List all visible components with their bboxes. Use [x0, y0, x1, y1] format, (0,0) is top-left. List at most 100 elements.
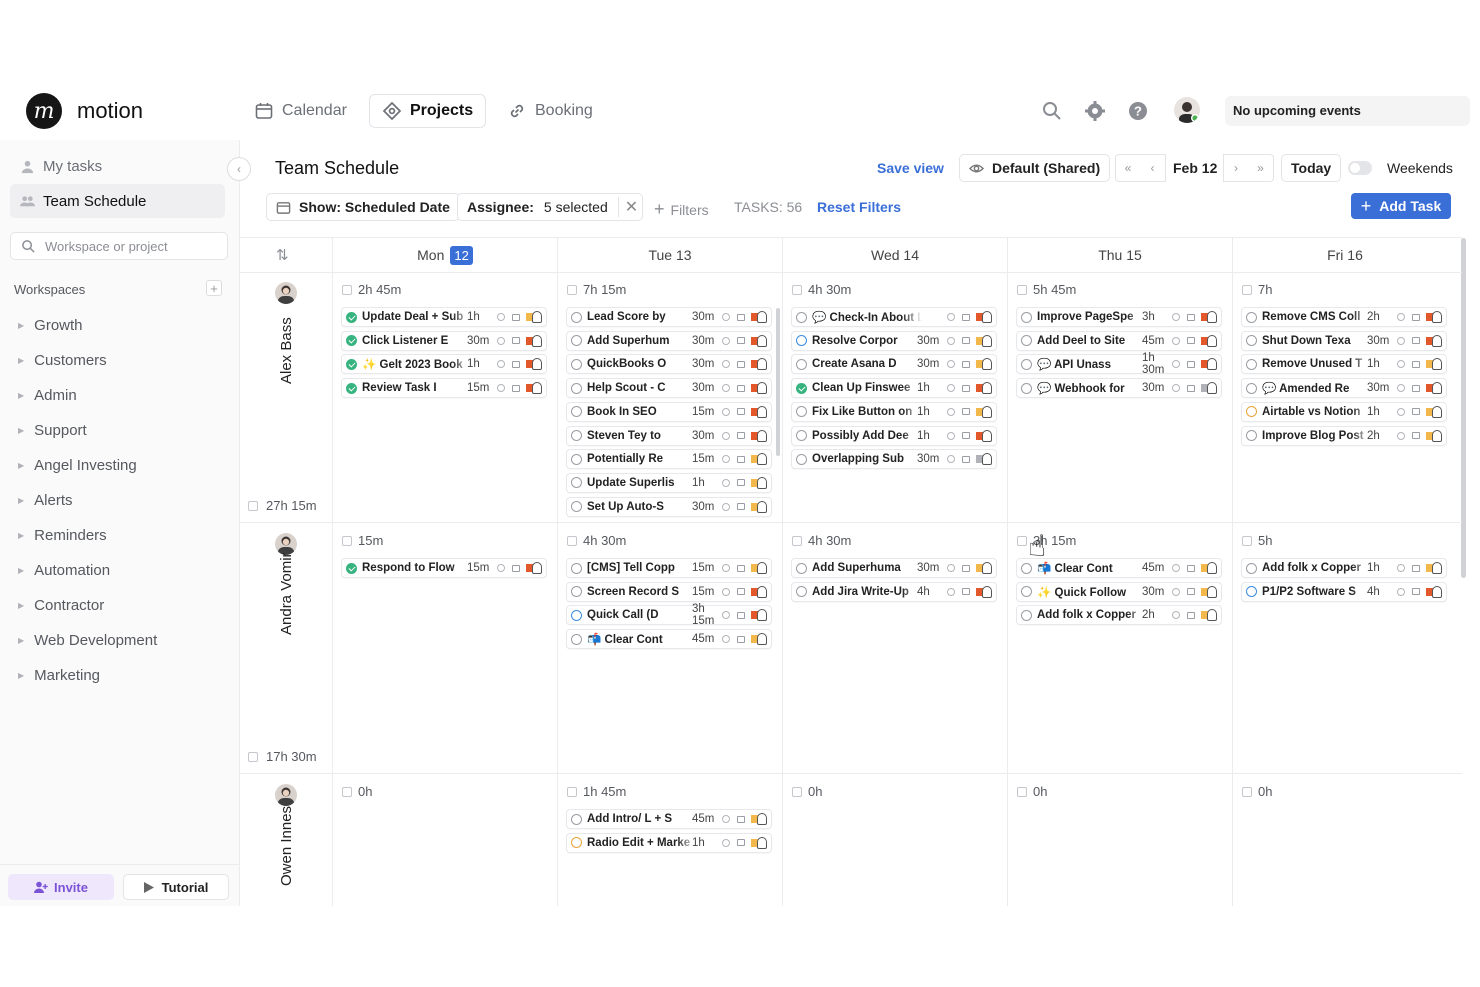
task-card[interactable]: Respond to Flow 15m: [341, 558, 547, 578]
task-card[interactable]: Help Scout - C 30m: [566, 378, 772, 399]
task-status-icon[interactable]: [1246, 562, 1257, 574]
task-status-icon[interactable]: [796, 562, 807, 574]
workspace-item[interactable]: ▶ Angel Investing: [18, 457, 137, 474]
workspace-item[interactable]: ▶ Support: [18, 422, 87, 439]
task-card[interactable]: 📬 Clear Cont 45m: [1016, 558, 1222, 578]
task-status-icon[interactable]: [796, 358, 807, 370]
view-selector[interactable]: Default (Shared): [959, 154, 1111, 182]
task-status-icon[interactable]: [796, 382, 807, 394]
task-card[interactable]: Possibly Add Dee 1h: [791, 425, 997, 446]
task-card[interactable]: Add Superhum 30m: [566, 330, 772, 351]
task-status-icon[interactable]: [1246, 358, 1257, 370]
task-card[interactable]: Remove CMS Coll 2h: [1241, 307, 1447, 327]
next-week-double-chevron-icon[interactable]: »: [1248, 154, 1274, 182]
task-status-icon[interactable]: [346, 358, 357, 370]
task-status-icon[interactable]: [1021, 609, 1032, 621]
expand-triangle-icon[interactable]: ▶: [18, 461, 25, 470]
task-status-icon[interactable]: [571, 382, 582, 394]
save-view-link[interactable]: Save view: [877, 160, 944, 176]
invite-button[interactable]: Invite: [8, 874, 114, 900]
task-card[interactable]: Overlapping Sub 30m: [791, 449, 997, 470]
task-card[interactable]: [CMS] Tell Copp 15m: [566, 558, 772, 578]
task-status-icon[interactable]: [1021, 562, 1032, 574]
sidebar-item-my-tasks[interactable]: My tasks: [10, 149, 225, 183]
task-status-icon[interactable]: [571, 813, 582, 825]
task-status-icon[interactable]: [571, 586, 582, 598]
task-card[interactable]: Screen Record S 15m: [566, 581, 772, 602]
task-status-icon[interactable]: [796, 430, 807, 441]
show-date-selector[interactable]: Show: Scheduled Date: [266, 193, 460, 221]
workspace-item[interactable]: ▶ Web Development: [18, 632, 157, 649]
reset-filters-link[interactable]: Reset Filters: [817, 199, 902, 215]
assignee-filter[interactable]: Assignee: 5 selected ✕: [457, 193, 644, 221]
task-status-icon[interactable]: [1021, 586, 1032, 598]
workspace-item[interactable]: ▶ Marketing: [18, 667, 100, 684]
expand-triangle-icon[interactable]: ▶: [18, 601, 25, 610]
sidebar-item-team-schedule[interactable]: Team Schedule: [10, 184, 225, 218]
tutorial-button[interactable]: Tutorial: [123, 874, 229, 900]
task-status-icon[interactable]: [571, 358, 582, 370]
expand-triangle-icon[interactable]: ▶: [18, 356, 25, 365]
task-card[interactable]: Steven Tey to 30m: [566, 425, 772, 446]
workspace-item[interactable]: ▶ Reminders: [18, 527, 107, 544]
collapse-sidebar-chevron-left-icon[interactable]: ‹: [227, 157, 251, 181]
column-scrollbar[interactable]: [776, 308, 780, 456]
task-status-icon[interactable]: [571, 837, 582, 849]
task-card[interactable]: Update Superlis 1h: [566, 472, 772, 493]
task-status-icon[interactable]: [571, 406, 582, 418]
motion-logo-icon[interactable]: m: [26, 93, 62, 129]
today-button[interactable]: Today: [1281, 154, 1342, 182]
expand-triangle-icon[interactable]: ▶: [18, 636, 25, 645]
task-status-icon[interactable]: [1021, 382, 1032, 394]
task-card[interactable]: 💬 API Unass 1h 30m: [1016, 352, 1222, 376]
workspace-item[interactable]: ▶ Customers: [18, 352, 107, 369]
expand-triangle-icon[interactable]: ▶: [18, 671, 25, 680]
task-card[interactable]: Update Deal + Sub 1h: [341, 307, 547, 327]
task-card[interactable]: Improve Blog Post 2h: [1241, 425, 1447, 446]
help-icon[interactable]: ?: [1127, 100, 1149, 122]
vertical-scrollbar[interactable]: [1461, 238, 1466, 578]
task-card[interactable]: 💬 Webhook for 30m: [1016, 378, 1222, 399]
weekends-toggle[interactable]: [1348, 161, 1372, 175]
nav-booking[interactable]: Booking: [495, 94, 605, 128]
task-card[interactable]: P1/P2 Software S 4h: [1241, 581, 1447, 602]
task-status-icon[interactable]: [571, 501, 582, 513]
expand-triangle-icon[interactable]: ▶: [18, 496, 25, 505]
task-status-icon[interactable]: [346, 562, 357, 574]
nav-projects[interactable]: Projects: [369, 94, 487, 128]
task-card[interactable]: Book In SEO 15m: [566, 401, 772, 422]
filters-button[interactable]: + Filters: [654, 199, 709, 220]
task-card[interactable]: Potentially Re 15m: [566, 449, 772, 470]
next-day-chevron-icon[interactable]: ›: [1223, 154, 1249, 182]
task-card[interactable]: Remove Unused T 1h: [1241, 354, 1447, 375]
gear-icon[interactable]: [1084, 100, 1106, 122]
task-card[interactable]: Improve PageSpe 3h: [1016, 307, 1222, 327]
task-status-icon[interactable]: [1246, 335, 1257, 347]
task-status-icon[interactable]: [1246, 311, 1257, 323]
workspace-item[interactable]: ▶ Automation: [18, 562, 110, 579]
task-status-icon[interactable]: [796, 335, 807, 347]
task-card[interactable]: ✨ Gelt 2023 Book 1h: [341, 354, 547, 375]
expand-triangle-icon[interactable]: ▶: [18, 391, 25, 400]
user-avatar[interactable]: [1174, 97, 1200, 123]
task-card[interactable]: Fix Like Button on 1h: [791, 401, 997, 422]
task-status-icon[interactable]: [571, 453, 582, 465]
sort-icon[interactable]: ⇅: [276, 247, 289, 264]
task-card[interactable]: Set Up Auto-S 30m: [566, 496, 772, 517]
task-card[interactable]: Add Jira Write-Up 4h: [791, 581, 997, 602]
task-card[interactable]: Clean Up Finswee 1h: [791, 378, 997, 399]
task-card[interactable]: Resolve Corpor 30m: [791, 330, 997, 351]
task-status-icon[interactable]: [1246, 586, 1257, 598]
task-status-icon[interactable]: [571, 335, 582, 347]
task-card[interactable]: Create Asana D 30m: [791, 354, 997, 375]
task-card[interactable]: Click Listener E 30m: [341, 330, 547, 351]
task-card[interactable]: Add Superhuma 30m: [791, 558, 997, 578]
upcoming-events-box[interactable]: No upcoming events: [1225, 96, 1470, 126]
task-card[interactable]: 💬 Check-In About Lo: [791, 307, 997, 327]
task-card[interactable]: 📬 Clear Cont 45m: [566, 629, 772, 650]
task-status-icon[interactable]: [571, 562, 582, 574]
workspace-item[interactable]: ▶ Contractor: [18, 597, 104, 614]
add-task-button[interactable]: + Add Task: [1351, 193, 1451, 219]
workspace-item[interactable]: ▶ Growth: [18, 317, 83, 334]
task-status-icon[interactable]: [1021, 335, 1032, 347]
